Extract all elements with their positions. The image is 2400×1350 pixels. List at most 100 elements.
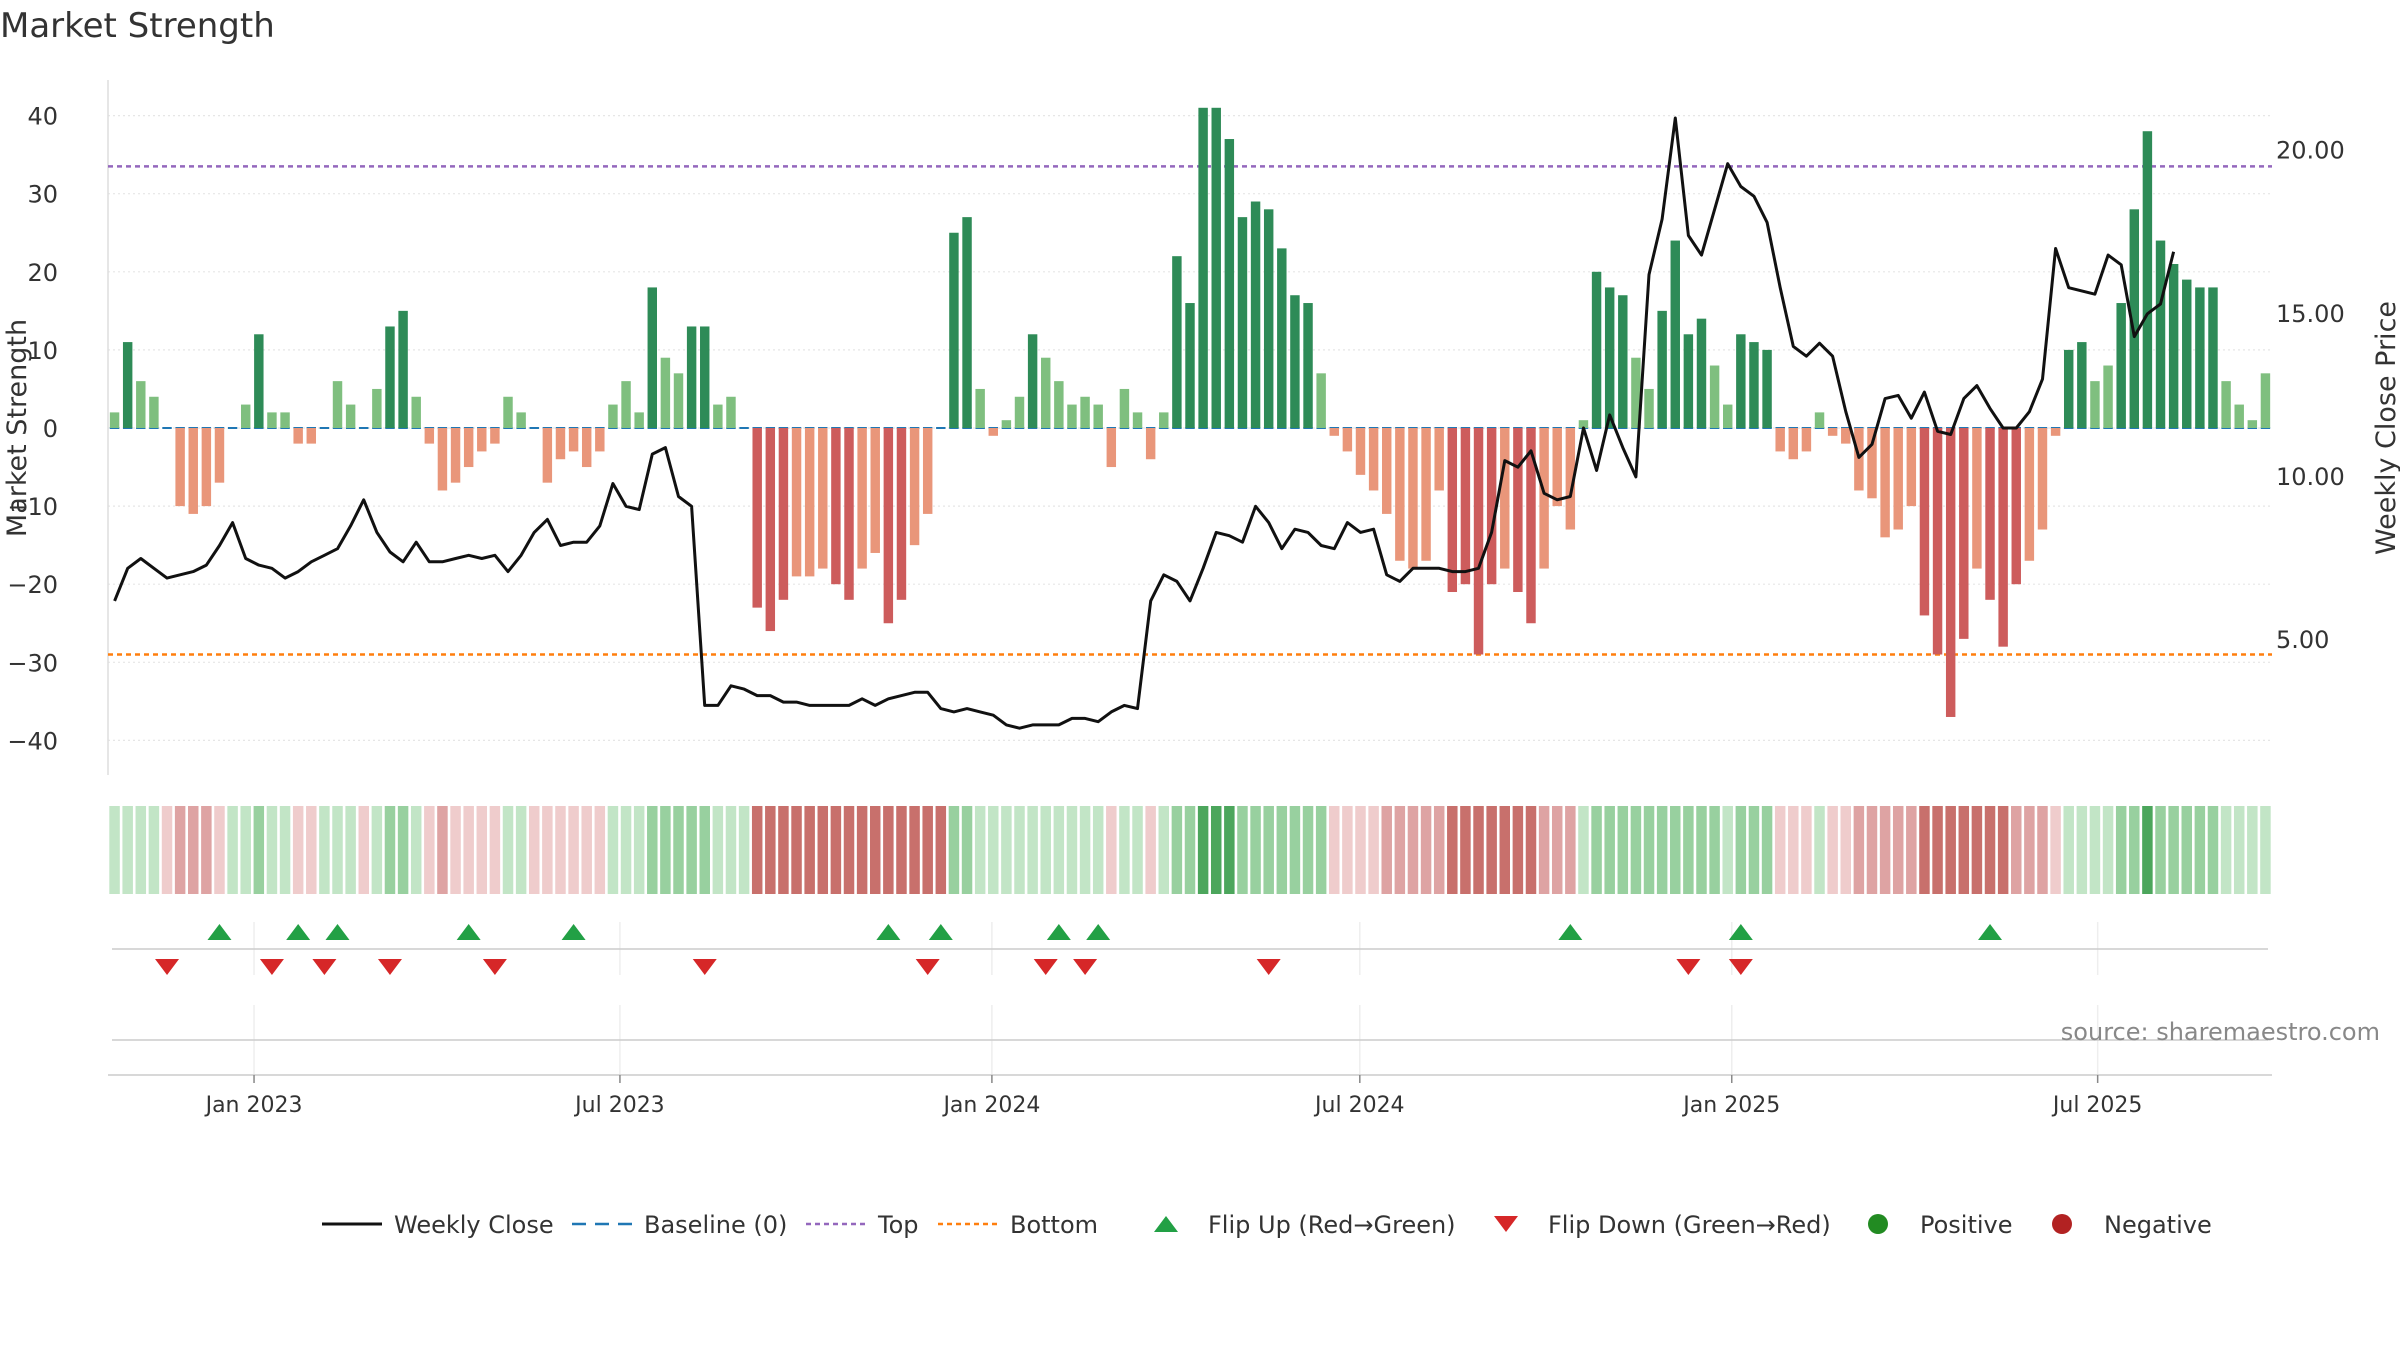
strength-bar [1054, 381, 1064, 428]
legend-circle-swatch [2052, 1214, 2072, 1234]
strip-cell [1210, 806, 1222, 894]
strength-bar [2116, 303, 2126, 428]
y2-axis-label: Weekly Close Price [2371, 301, 2400, 555]
strength-bar [149, 396, 159, 428]
y-tick-label: −10 [7, 493, 58, 521]
strip-cell [791, 806, 802, 894]
legend: Weekly Close Baseline (0) Top Bottom Flip Up… [322, 1211, 2212, 1239]
strip-cell [437, 806, 448, 894]
x-tick-label: Jan 2024 [941, 1093, 1040, 1118]
strength-bar [1106, 428, 1117, 468]
strip-cell [384, 806, 396, 894]
flip-up-marker [928, 924, 953, 940]
chart-title: Market Strength [0, 6, 275, 46]
strength-bar [1762, 349, 1772, 428]
strength-bar [1132, 412, 1143, 428]
strength-bar [109, 412, 120, 428]
strength-bar [1447, 428, 1458, 593]
strip-cell [555, 806, 566, 894]
strip-cell [1237, 806, 1248, 894]
strength-bar [542, 428, 553, 483]
strip-cell [2129, 806, 2140, 894]
legend-circle-swatch [1868, 1214, 1888, 1234]
strength-bar [1263, 209, 1274, 428]
strength-bar [306, 428, 317, 444]
strip-cell [1368, 806, 1379, 894]
strip-cell [1433, 806, 1445, 894]
flip-up-marker [1728, 924, 1753, 940]
strength-bar [896, 428, 907, 600]
strip-cell [686, 806, 697, 894]
strength-bar [1001, 420, 1012, 428]
y2-tick-label: 15.00 [2276, 300, 2345, 328]
strength-bar [1788, 428, 1799, 460]
strength-bar [621, 381, 631, 428]
strength-bar [870, 428, 880, 553]
strength-bar [1736, 334, 1746, 428]
strip-cell [2260, 806, 2271, 894]
strip-cell [2050, 806, 2061, 894]
strip-cell [227, 806, 238, 894]
strip-cell [738, 806, 750, 894]
strength-bar [2168, 263, 2179, 428]
strip-cell [2233, 806, 2245, 894]
strip-cell [122, 806, 133, 894]
strength-bar [1565, 428, 1576, 530]
strength-bar [136, 381, 146, 428]
strip-cell [751, 806, 763, 894]
strength-bar [1854, 428, 1864, 491]
legend-label: Weekly Close [394, 1211, 554, 1239]
strip-cell [1919, 806, 1930, 894]
strip-cell [1774, 806, 1786, 894]
strength-bar [1631, 357, 1641, 428]
strip-cell [607, 806, 619, 894]
y2-tick-label: 20.00 [2276, 137, 2345, 165]
strip-cell [581, 806, 592, 894]
strength-bar [713, 404, 723, 428]
strength-bar [1972, 428, 1982, 569]
strip-cell [1512, 806, 1524, 894]
strength-bar [804, 428, 815, 577]
strip-cell [765, 806, 776, 894]
strip-cell [1945, 806, 1956, 894]
strength-bar [372, 388, 382, 428]
strip-cell [1853, 806, 1865, 894]
flip-markers-panel [108, 922, 2272, 1076]
strength-bar [1224, 139, 1235, 428]
strip-cell [1670, 806, 1681, 894]
strip-cell [1735, 806, 1747, 894]
strip-cell [1001, 806, 1012, 894]
regime-strip [109, 806, 2271, 894]
strength-bar [778, 428, 789, 600]
strip-cell [2076, 806, 2088, 894]
strength-bar [2090, 381, 2100, 428]
strength-bar [1591, 271, 1602, 428]
strip-cell [502, 806, 514, 894]
strength-bar [1722, 404, 1733, 428]
strip-cell [1617, 806, 1629, 894]
y2-axis-ticks: 20.00 15.00 10.00 5.00 [2276, 137, 2345, 654]
y2-tick-label: 10.00 [2276, 463, 2345, 491]
strength-bar [2024, 428, 2035, 561]
strip-cell [1040, 806, 1051, 894]
strength-bar [424, 428, 435, 444]
strip-cell [830, 806, 842, 894]
strength-bar [240, 404, 251, 428]
strip-cell [1092, 806, 1104, 894]
strip-cell [2168, 806, 2179, 894]
strength-bar [1211, 107, 1221, 428]
strip-cell [1722, 806, 1733, 894]
strength-bar [2037, 428, 2048, 530]
flip-up-marker [1558, 924, 1583, 940]
strip-cell [1591, 806, 1602, 894]
strength-bar [188, 428, 198, 514]
strip-cell [673, 806, 684, 894]
strength-bar [2129, 209, 2140, 428]
strength-bar [2050, 428, 2061, 436]
strength-bar [752, 428, 762, 608]
y-tick-label: 20 [27, 259, 58, 287]
strip-cell [660, 806, 671, 894]
strength-bar [1500, 428, 1510, 569]
legend-item: Weekly Close [322, 1211, 554, 1239]
